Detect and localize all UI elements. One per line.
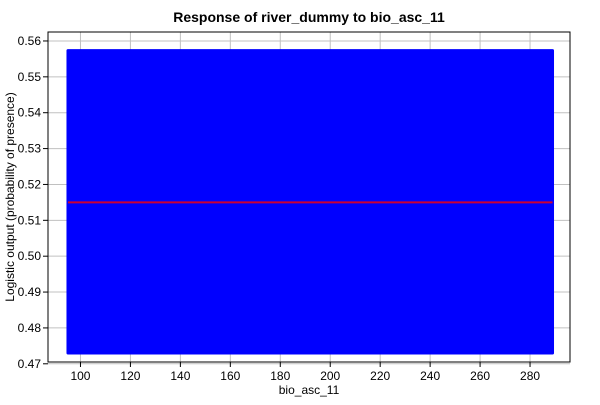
chart-title: Response of river_dummy to bio_asc_11 xyxy=(173,9,445,25)
y-tick-label: 0.54 xyxy=(18,106,42,120)
y-axis: 0.47 0.48 0.49 0.50 0.51 0.52 0.53 0.54 0.55 0.56 xyxy=(18,34,48,371)
x-tick-label: 200 xyxy=(320,369,340,383)
x-axis: 100 120 140 160 180 200 220 240 260 280 xyxy=(70,362,540,383)
x-tick-label: 180 xyxy=(270,369,290,383)
y-axis-label: Logistic output (probability of presence… xyxy=(3,92,17,301)
x-tick-label: 220 xyxy=(370,369,390,383)
x-tick-label: 160 xyxy=(220,369,240,383)
x-tick-label: 140 xyxy=(170,369,190,383)
y-tick-label: 0.56 xyxy=(18,34,42,48)
x-axis-label: bio_asc_11 xyxy=(279,383,340,397)
x-tick-label: 280 xyxy=(520,369,540,383)
x-tick-label: 120 xyxy=(120,369,140,383)
plot-frame xyxy=(47,31,571,363)
y-tick-label: 0.48 xyxy=(18,321,42,335)
x-tick-label: 240 xyxy=(420,369,440,383)
y-tick-label: 0.53 xyxy=(18,142,42,156)
y-tick-label: 0.55 xyxy=(18,70,42,84)
y-tick-label: 0.47 xyxy=(18,357,42,371)
y-tick-label: 0.49 xyxy=(18,285,42,299)
y-tick-label: 0.50 xyxy=(18,249,42,263)
y-tick-label: 0.52 xyxy=(18,177,42,191)
y-tick-label: 0.51 xyxy=(18,213,42,227)
x-tick-label: 260 xyxy=(470,369,490,383)
x-tick-label: 100 xyxy=(70,369,90,383)
